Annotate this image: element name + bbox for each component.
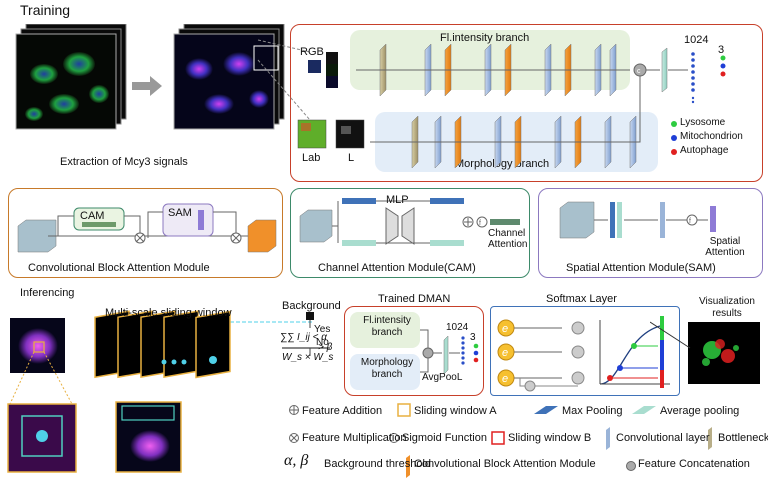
dman-fl-label: Fl.intensity branch — [363, 315, 411, 338]
formula-beta: > β — [318, 342, 333, 353]
svg-text:f: f — [479, 220, 481, 227]
class-mitochondrion: Mitochondrion — [680, 131, 743, 142]
visualization-image — [688, 322, 760, 384]
sam-box — [538, 188, 763, 278]
cam-diagram: f — [299, 198, 520, 246]
fl-branch-label: Fl.intensity branch — [440, 32, 530, 44]
training-layers: c — [356, 43, 726, 169]
formula-denominator: W_s × W_s — [282, 352, 334, 363]
cam-mlp-label: MLP — [386, 194, 409, 206]
legend-feature-addition: Feature Addition — [302, 405, 383, 417]
svg-text:f: f — [689, 218, 691, 225]
out-size-label: 3 — [718, 44, 725, 56]
morph-branch-layers — [370, 76, 641, 169]
lab-l-inputs — [297, 119, 365, 149]
mcy3-image-stack — [173, 24, 285, 130]
dman-head — [420, 329, 479, 375]
dman-avgpool: AvgPooL — [422, 372, 463, 383]
dman-box — [344, 306, 484, 396]
fc-dots — [691, 52, 695, 104]
cbam-cam-label: CAM — [80, 210, 105, 222]
inference-title: Inferencing — [20, 287, 75, 299]
training-architecture-box — [290, 24, 763, 182]
legend-feature-multiplication: Feature Multiplication — [302, 432, 407, 444]
svg-text:c: c — [637, 68, 641, 75]
dman-title: Trained DMAN — [378, 293, 451, 305]
cam-box — [290, 188, 530, 278]
fc-size-label: 1024 — [684, 34, 709, 46]
cbam-title: Convolutional Block Attention Module — [28, 262, 210, 274]
sam-diagram: f — [559, 201, 716, 239]
l-label: L — [348, 152, 355, 164]
output-dots — [720, 55, 726, 77]
softmax-diagram: e e e — [497, 316, 670, 392]
dman-fl-bg — [350, 312, 420, 348]
dman-morph-bg — [350, 354, 420, 390]
no-label: No — [316, 337, 329, 348]
dman-out-size: 3 — [470, 332, 476, 343]
legend-sliding-b: Sliding window B — [508, 432, 592, 444]
class-autophage: Autophage — [680, 145, 729, 156]
arrow-extract — [132, 76, 162, 96]
sam-title: Spatial Attention Module(SAM) — [566, 262, 716, 274]
training-title: Training — [20, 2, 71, 18]
rgb-label: RGB — [300, 46, 324, 58]
vis-connector — [650, 321, 691, 349]
legend-concat: Feature Concatenation — [638, 458, 750, 470]
svg-text:e: e — [502, 323, 508, 335]
cbam-box — [8, 188, 283, 278]
legend-sliding-a: Sliding window A — [414, 405, 497, 417]
rgb-input-icon — [308, 52, 338, 88]
legend-alpha-beta: α, β — [284, 452, 309, 469]
module-diagrams: f f — [17, 198, 716, 253]
softmax-box — [490, 306, 680, 396]
legend-sigmoid: Sigmoid Function — [402, 432, 487, 444]
exp-nodes: e e e — [497, 319, 515, 387]
lab-label: Lab — [302, 152, 321, 164]
extract-caption: Extraction of Mcy3 signals — [60, 156, 188, 168]
cbam-diagram — [17, 203, 277, 253]
cbam-sam-label: SAM — [168, 207, 192, 219]
zoom-lines — [257, 39, 311, 121]
dman-fc-size: 1024 — [446, 322, 469, 333]
class-lysosome: Lysosome — [680, 117, 726, 128]
formula-main: ∑∑ I_ij < α — [280, 332, 327, 343]
background-label: Background — [282, 300, 341, 312]
fl-branch-layers — [356, 43, 630, 97]
legend-average-pooling: Average pooling — [660, 405, 740, 417]
softmax-title: Softmax Layer — [546, 293, 617, 305]
threshold-formula — [282, 312, 330, 356]
legend-background-threshold: Background threshold — [324, 458, 432, 470]
sam-out-label: Spatial Attention — [705, 236, 745, 258]
legend-icons — [289, 403, 712, 478]
legend-cbam: Convolutional Block Attention Module — [414, 458, 596, 470]
microscopy-stacks — [15, 24, 285, 130]
cam-title: Channel Attention Module(CAM) — [318, 262, 476, 274]
sliding-window-stack — [94, 310, 231, 379]
inference-images — [7, 310, 312, 473]
legend-bottleneck: Bottleneck layer — [718, 432, 768, 444]
legend-conv-layer: Convolutional layer — [616, 432, 710, 444]
visualization-title: Visualization results — [699, 296, 755, 319]
raw-image-stack — [15, 24, 127, 130]
legend-max-pooling: Max Pooling — [562, 405, 623, 417]
svg-text:e: e — [502, 373, 508, 385]
morph-branch-label: Morphology branch — [455, 158, 550, 170]
sliding-window-title: Multi-scale sliding window — [105, 307, 232, 319]
svg-text:e: e — [502, 347, 508, 359]
yes-label: Yes — [314, 324, 331, 335]
dman-morph-label: Morphology branch — [360, 357, 414, 380]
cam-out-label: Channel Attention — [488, 228, 528, 250]
